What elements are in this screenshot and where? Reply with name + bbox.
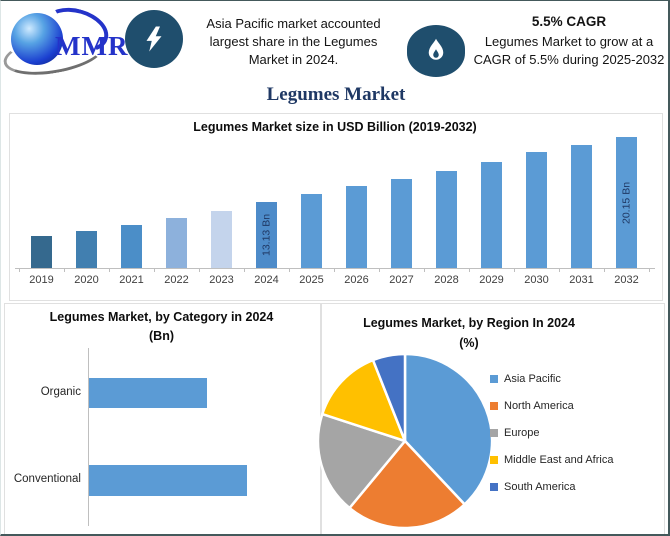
flame-icon [407,25,465,77]
pie-slice-europe [317,412,407,510]
annual-chart-title: Legumes Market size in USD Billion (2019… [193,120,477,134]
highlight-asia-pacific-text: Asia Pacific market accounted largest sh… [206,16,381,67]
flame-glyph [428,38,444,60]
cagr-text: Legumes Market to grow at a CAGR of 5.5%… [473,34,665,67]
annual-bar-chart-panel [9,113,663,301]
lightning-bolt-glyph [146,26,162,52]
category-chart-subtitle: (Bn) [149,329,174,343]
category-chart-y-axis [88,348,89,526]
mmr-logo: MMR [1,1,127,82]
category-chart-title: Legumes Market, by Category in 2024 [49,310,274,324]
pie-chart-title: Legumes Market, by Region In 2024 [363,316,575,330]
logo-text: MMR [55,31,129,61]
pie-slice-middle-east-and-africa [321,358,407,443]
region-pie-chart [317,353,493,529]
page-title: Legumes Market [266,84,406,105]
pie-slice-asia-pacific [403,353,493,506]
annual-chart-x-axis [15,268,655,269]
cagr-title: 5.5% CAGR [531,14,607,29]
highlight-cagr: 5.5% CAGR Legumes Market to grow at a CA… [469,14,668,69]
globe-icon [11,13,63,65]
pie-slice-north-america [348,439,466,529]
lightning-icon [125,10,183,68]
pie-chart-subtitle: (%) [459,336,479,350]
pie-slice-south-america [371,353,407,443]
